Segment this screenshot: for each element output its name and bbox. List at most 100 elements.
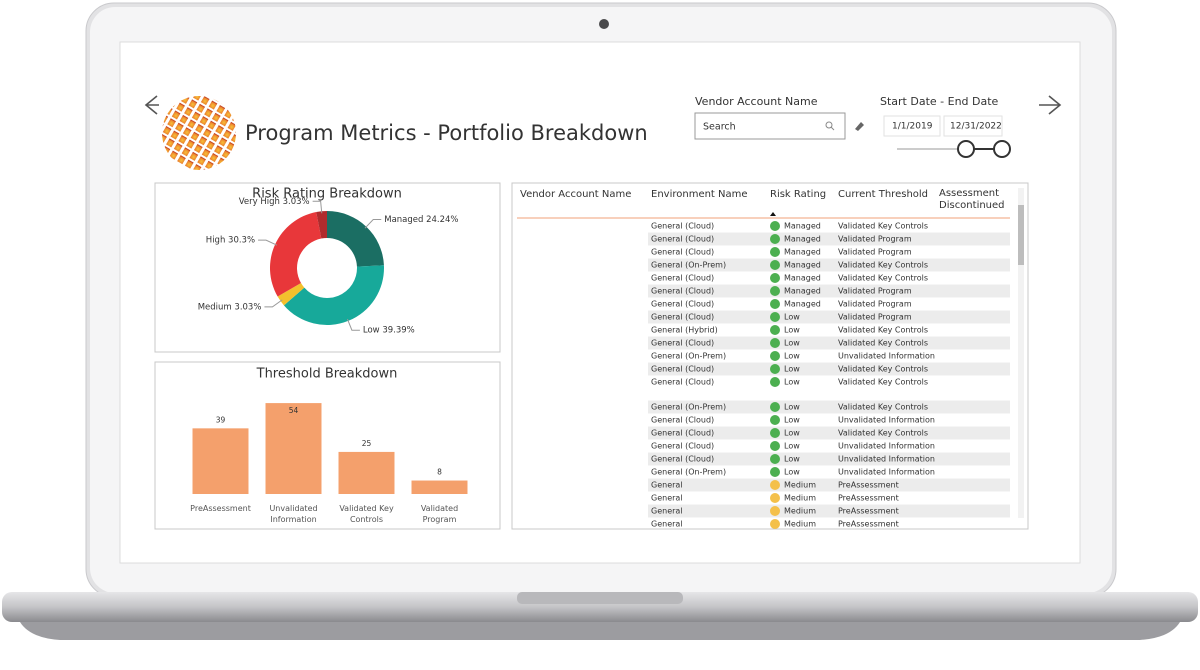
back-arrow[interactable] [144,95,159,115]
cell: Low [784,403,800,412]
donut-slice [270,212,322,297]
status-dot [770,325,780,335]
row-stripe [648,362,1010,376]
sort-indicator[interactable] [770,212,776,216]
cell: General (Cloud) [651,313,714,322]
cell: General [651,494,683,503]
status-dot [770,221,780,231]
cell: Low [784,365,800,374]
row-stripe [648,504,1010,518]
cell: General (Cloud) [651,416,714,425]
date-box[interactable] [883,115,941,137]
cell: General [651,520,683,529]
eraser-icon[interactable] [855,122,864,131]
slider-handle[interactable] [957,140,975,158]
panel [154,182,501,353]
date-box[interactable] [943,115,1003,137]
laptop-base [2,592,1198,622]
cell: Low [784,442,800,451]
cell: Low [784,416,800,425]
cell: General (On-Prem) [651,261,726,270]
search-icon [825,121,833,129]
camera [599,19,609,29]
cell: General (Cloud) [651,274,714,283]
cell: Validated Key Controls [838,222,928,231]
cell: Low [784,352,800,361]
status-dot [770,299,780,309]
row-stripe [648,400,1010,414]
cell: Validated Key Controls [838,261,928,270]
scrollbar[interactable] [1018,188,1024,518]
status-dot [770,415,780,425]
cell: General (Hybrid) [651,326,718,335]
column-header: Risk Rating [770,189,826,200]
cell: Validated Program [838,235,912,244]
cell: Validated Key Controls [838,339,928,348]
cell: General (Cloud) [651,235,714,244]
data-label: 39 [216,415,226,424]
row-stripe [648,336,1010,350]
column-header: Environment Name [651,189,748,200]
status-dot [770,338,780,348]
x-tick-label: Unvalidated Information [269,504,318,524]
cell: General (Cloud) [651,429,714,438]
cell: Medium [784,520,816,529]
cell: Validated Key Controls [838,365,928,374]
next-arrow[interactable] [1039,95,1062,115]
leader-line [258,239,278,246]
scroll-thumb[interactable] [1018,205,1024,265]
donut-slice [316,211,327,239]
cell: Validated Key Controls [838,274,928,283]
data-label: 8 [437,468,442,477]
status-dot [770,260,780,270]
cell: Managed [784,222,821,231]
cell: Medium [784,494,816,503]
cell: Validated Program [838,287,912,296]
column-header: Vendor Account Name [520,189,631,200]
cell: General (Cloud) [651,300,714,309]
end-date: 12/31/2022 [950,122,1002,132]
cell: Validated Program [838,313,912,322]
bar [411,480,468,494]
cell: Medium [784,507,816,516]
cell: Validated Program [838,248,912,257]
cell: General (Cloud) [651,222,714,231]
cell: General (Cloud) [651,287,714,296]
cell: Low [784,455,800,464]
cell: General (On-Prem) [651,468,726,477]
cell: Managed [784,248,821,257]
status-dot [770,519,780,529]
search-box[interactable] [694,112,846,140]
cell: Validated Key Controls [838,403,928,412]
chart-title: Risk Rating Breakdown [252,187,402,202]
cell: General (Cloud) [651,378,714,387]
row-stripe [648,426,1010,440]
cell: General (Cloud) [651,339,714,348]
row-stripe [648,258,1010,272]
data-label: Managed 24.24% [384,215,458,225]
leader-line [264,299,283,308]
leader-line [364,219,382,229]
notch [517,592,683,604]
row-stripe [648,310,1010,324]
x-tick-label: Validated Program [420,504,459,524]
donut-slice [277,283,305,306]
data-label: High 30.3% [206,236,255,246]
row-stripe [648,232,1010,246]
cell: Medium [784,481,816,490]
status-dot [770,351,780,361]
leader-line [346,318,360,331]
bar [265,403,322,494]
cell: Managed [784,235,821,244]
donut-slice [327,211,384,267]
status-dot [770,377,780,387]
status-dot [770,428,780,438]
cell: General (Cloud) [651,248,714,257]
data-label: Medium 3.03% [198,302,262,312]
start-date: 1/1/2019 [892,122,933,132]
slider-handle[interactable] [993,140,1011,158]
status-dot [770,364,780,374]
cell: Unvalidated Information [838,352,935,361]
